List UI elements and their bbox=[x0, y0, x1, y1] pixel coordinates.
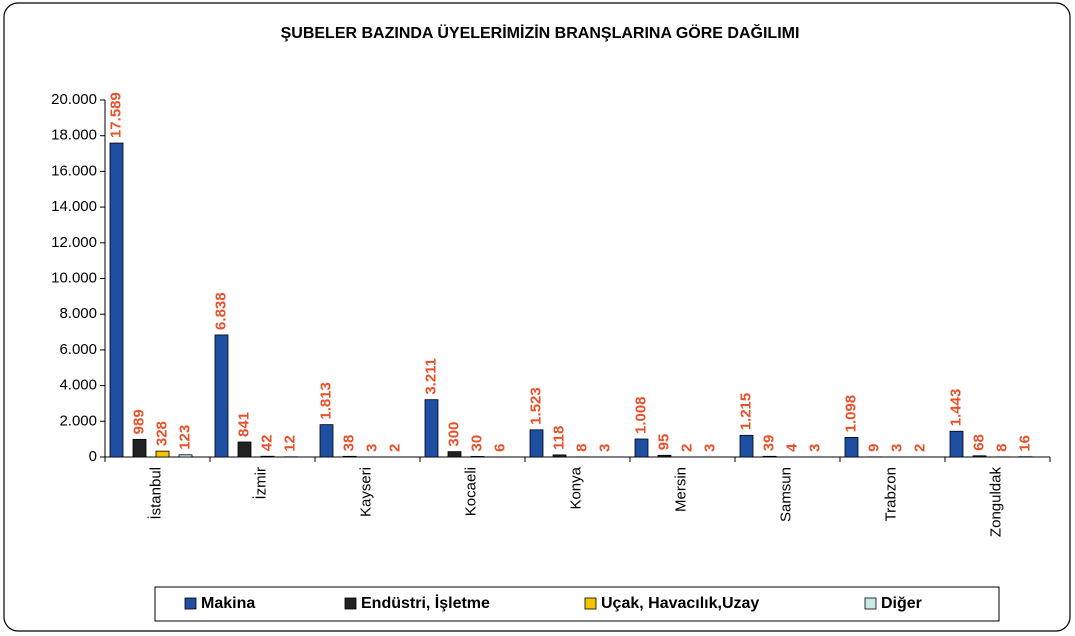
chart-title: ŞUBELER BAZINDA ÜYELERİMİZİN BRANŞLARINA… bbox=[281, 23, 800, 42]
data-label: 39 bbox=[760, 435, 777, 452]
x-tick-label: Trabzon bbox=[882, 467, 899, 521]
x-tick-label: İstanbul bbox=[146, 467, 164, 520]
y-tick-label: 2.000 bbox=[59, 412, 97, 429]
data-label: 3 bbox=[363, 444, 380, 452]
data-label: 12 bbox=[281, 435, 298, 452]
bar bbox=[424, 399, 439, 458]
bar bbox=[260, 455, 275, 458]
data-label: 30 bbox=[468, 435, 485, 452]
legend-label: Uçak, Havacılık,Uzay bbox=[601, 595, 759, 612]
data-label: 16 bbox=[1016, 435, 1033, 452]
data-label: 68 bbox=[970, 434, 987, 451]
legend-swatch bbox=[184, 597, 197, 610]
data-label: 3 bbox=[596, 444, 613, 452]
data-label: 3 bbox=[888, 444, 905, 452]
data-label: 328 bbox=[153, 421, 170, 446]
data-label: 1.008 bbox=[632, 396, 649, 434]
bar bbox=[178, 454, 193, 458]
data-label: 300 bbox=[445, 422, 462, 447]
data-label: 2 bbox=[678, 444, 695, 452]
legend-box bbox=[154, 586, 1000, 622]
legend-label: Makina bbox=[201, 595, 255, 612]
bar bbox=[447, 451, 462, 458]
bar bbox=[739, 434, 754, 458]
y-tick-label: 18.000 bbox=[51, 127, 97, 144]
bar bbox=[342, 455, 357, 458]
legend-swatch bbox=[584, 597, 597, 610]
data-label: 1.215 bbox=[737, 393, 754, 431]
data-label: 989 bbox=[130, 409, 147, 434]
y-tick-label: 16.000 bbox=[51, 162, 97, 179]
data-label: 3.211 bbox=[422, 358, 439, 395]
y-tick-label: 0 bbox=[89, 448, 97, 465]
y-tick-label: 4.000 bbox=[59, 377, 97, 394]
bar bbox=[972, 455, 987, 458]
legend-swatch bbox=[864, 597, 877, 610]
y-tick-label: 20.000 bbox=[51, 91, 97, 108]
bar bbox=[155, 450, 170, 458]
data-label: 2 bbox=[386, 444, 403, 452]
data-label: 3 bbox=[701, 444, 718, 452]
data-label: 42 bbox=[258, 435, 275, 452]
data-label: 38 bbox=[340, 435, 357, 452]
y-tick-label: 10.000 bbox=[51, 269, 97, 286]
legend-label: Diğer bbox=[881, 595, 922, 612]
y-tick-label: 14.000 bbox=[51, 198, 97, 215]
data-label: 3 bbox=[806, 444, 823, 452]
x-tick-label: Zonguldak bbox=[987, 467, 1004, 538]
bar bbox=[844, 437, 859, 458]
data-label: 8 bbox=[573, 444, 590, 452]
bar bbox=[470, 456, 485, 458]
bar bbox=[762, 455, 777, 458]
data-label: 4 bbox=[783, 443, 800, 452]
bar bbox=[237, 441, 252, 458]
bar bbox=[949, 430, 964, 458]
data-label: 123 bbox=[176, 425, 193, 450]
legend-label: Endüstri, İşletme bbox=[361, 594, 490, 612]
data-label: 118 bbox=[550, 426, 567, 450]
x-tick-label: Kayseri bbox=[357, 467, 374, 517]
data-label: 95 bbox=[655, 434, 672, 451]
x-tick-label: Samsun bbox=[777, 467, 794, 522]
bar bbox=[657, 454, 672, 458]
bar bbox=[552, 454, 567, 458]
bar bbox=[529, 429, 544, 458]
data-label: 1.523 bbox=[527, 387, 544, 425]
x-tick-label: İzmir bbox=[251, 467, 269, 500]
x-tick-label: Mersin bbox=[672, 467, 689, 512]
y-tick-label: 8.000 bbox=[59, 305, 97, 322]
bar bbox=[214, 334, 229, 458]
data-label: 1.098 bbox=[842, 395, 859, 433]
bar bbox=[132, 438, 147, 458]
data-label: 8 bbox=[993, 444, 1010, 452]
chart-border bbox=[3, 2, 1071, 632]
x-tick-label: Konya bbox=[567, 466, 584, 509]
bar bbox=[634, 438, 649, 458]
data-label: 1.813 bbox=[317, 382, 334, 420]
data-label: 841 bbox=[235, 412, 252, 437]
y-tick-label: 6.000 bbox=[59, 341, 97, 358]
bar bbox=[319, 424, 334, 458]
x-tick-label: Kocaeli bbox=[462, 467, 479, 516]
legend-swatch bbox=[344, 597, 357, 610]
data-label: 17.589 bbox=[107, 92, 124, 138]
y-tick-label: 12.000 bbox=[51, 234, 97, 251]
data-label: 9 bbox=[865, 443, 882, 451]
data-label: 2 bbox=[911, 444, 928, 452]
data-label: 6.838 bbox=[212, 292, 229, 330]
data-label: 1.443 bbox=[947, 389, 964, 427]
bar bbox=[109, 142, 124, 458]
data-label: 6 bbox=[491, 444, 508, 452]
